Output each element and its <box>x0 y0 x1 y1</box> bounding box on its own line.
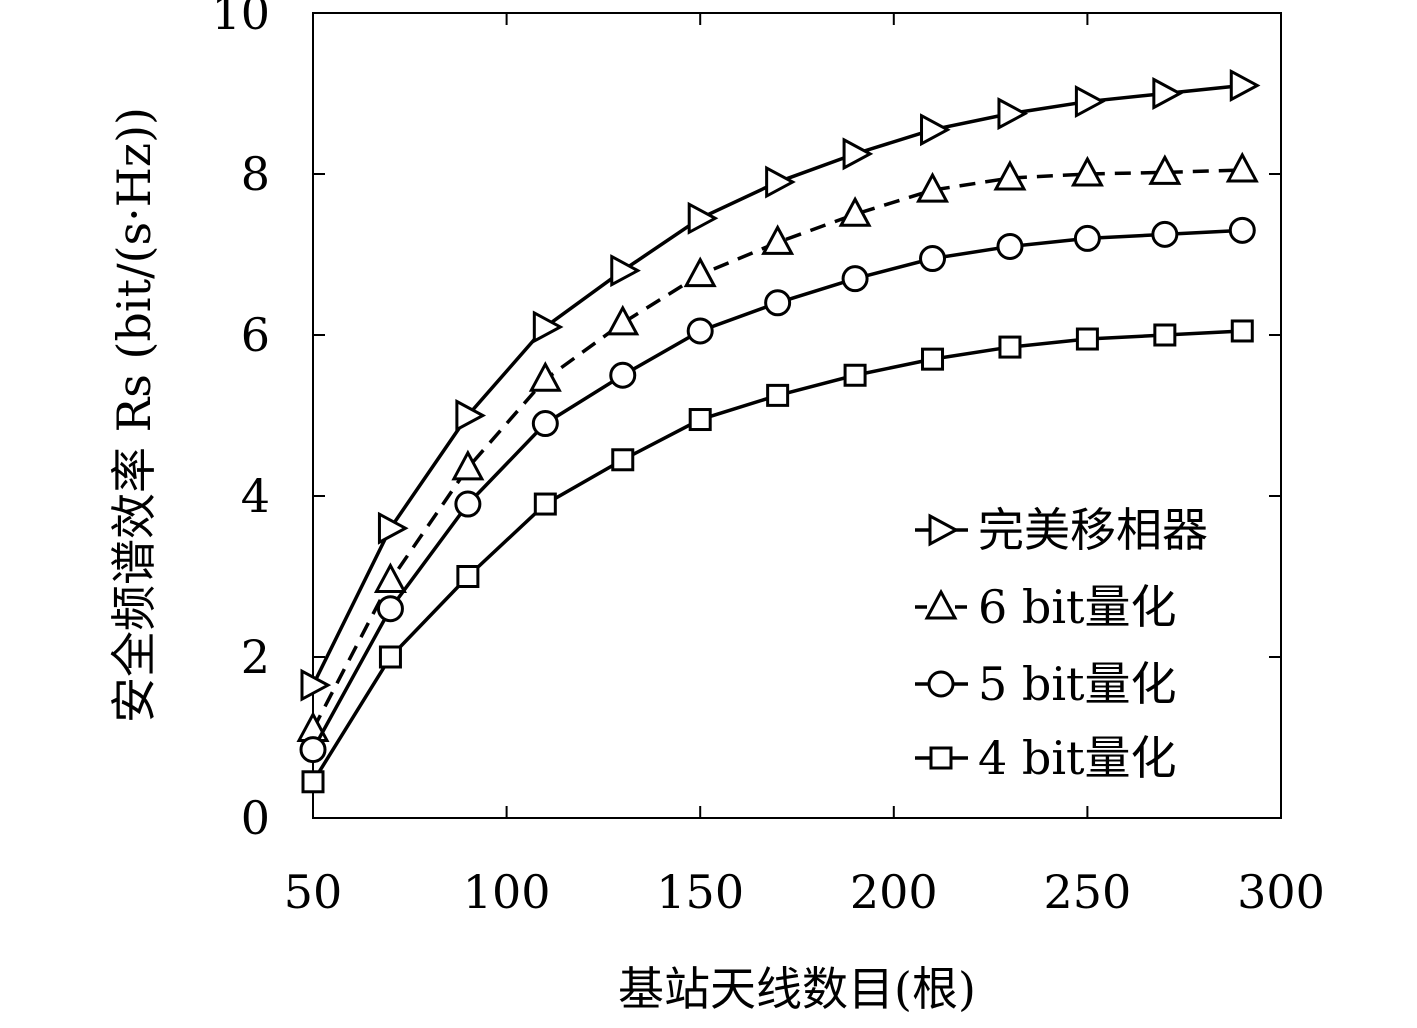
data-point <box>841 265 869 293</box>
y-tick-label: 8 <box>241 147 270 201</box>
legend-label: 4 bit量化 <box>978 731 1177 785</box>
data-point <box>376 595 404 623</box>
legend-label: 5 bit量化 <box>978 657 1177 711</box>
axis-ticks <box>312 12 1282 819</box>
data-point <box>688 408 712 432</box>
x-tick-label: 150 <box>656 865 744 919</box>
data-point <box>455 398 487 433</box>
data-point <box>1151 220 1179 248</box>
data-point <box>683 256 717 288</box>
series-layer <box>296 68 1261 794</box>
legend-entry: 6 bit量化 <box>915 580 1177 634</box>
data-point <box>454 490 482 518</box>
legend-entry: 完美移相器 <box>915 503 1208 557</box>
x-tick-label: 300 <box>1237 865 1325 919</box>
data-point <box>916 171 950 203</box>
data-point <box>531 410 559 438</box>
legend-marker <box>928 513 960 547</box>
data-point <box>687 201 719 235</box>
data-point <box>838 196 872 227</box>
data-point <box>993 159 1027 191</box>
series-2 <box>296 151 1259 742</box>
data-point <box>532 310 564 344</box>
data-point <box>1225 151 1259 183</box>
plot-frame <box>312 12 1282 819</box>
data-point <box>299 736 327 764</box>
data-point <box>528 361 562 392</box>
data-point <box>378 645 402 669</box>
data-point <box>921 347 945 371</box>
data-point <box>686 317 714 345</box>
data-point <box>1073 224 1101 252</box>
legend-entry: 4 bit量化 <box>915 731 1177 785</box>
data-point <box>996 232 1024 260</box>
data-point <box>300 668 332 702</box>
legend-entry: 5 bit量化 <box>915 657 1177 711</box>
legend-marker <box>929 746 953 770</box>
data-point <box>611 448 635 472</box>
data-point <box>1229 68 1261 102</box>
data-point <box>451 449 485 481</box>
x-tick-label: 200 <box>850 865 938 919</box>
axis-tick-labels: 50 100 150 200 250 300 0 2 4 6 8 10 <box>211 0 1324 919</box>
data-point <box>1153 323 1177 347</box>
x-axis-title: 基站天线数目(根) <box>618 962 976 1016</box>
legend-marker <box>927 670 955 698</box>
legend-marker <box>924 588 958 620</box>
data-point <box>609 361 637 389</box>
data-point <box>1152 76 1184 111</box>
data-point <box>1230 319 1254 343</box>
data-point <box>766 383 790 407</box>
y-tick-label: 6 <box>241 308 270 362</box>
data-point <box>1074 85 1106 119</box>
data-point <box>606 304 640 336</box>
y-tick-label: 4 <box>241 469 270 523</box>
data-point <box>920 113 951 147</box>
series-1 <box>300 68 1261 702</box>
data-point <box>843 363 867 387</box>
data-point <box>842 137 874 171</box>
y-tick-label: 0 <box>241 791 270 845</box>
data-point <box>765 165 796 199</box>
data-point <box>919 245 947 273</box>
legend: 完美移相器 6 bit量化 5 bit量化 4 bit量化 <box>915 503 1208 785</box>
y-tick-label: 2 <box>241 630 270 684</box>
data-point <box>301 770 325 794</box>
legend-label: 6 bit量化 <box>978 580 1177 634</box>
data-point <box>761 224 795 255</box>
x-tick-label: 50 <box>284 865 343 919</box>
data-point <box>533 492 557 516</box>
y-axis-title: 安全频谱效率 Rs (bit/(s·Hz)) <box>107 107 161 723</box>
x-tick-label: 250 <box>1043 865 1131 919</box>
data-point <box>1075 327 1099 351</box>
data-point <box>1228 216 1256 244</box>
data-point <box>610 254 641 288</box>
x-tick-label: 100 <box>463 865 551 919</box>
data-point <box>1148 154 1182 185</box>
series-3 <box>299 216 1256 764</box>
data-point <box>456 565 480 588</box>
data-point <box>997 97 1029 131</box>
series-4 <box>301 319 1254 794</box>
data-point <box>377 511 409 545</box>
data-point <box>373 562 407 594</box>
data-point <box>764 289 792 317</box>
legend-label: 完美移相器 <box>978 503 1208 557</box>
data-point <box>998 335 1022 359</box>
data-point <box>1070 155 1104 187</box>
y-tick-label: 10 <box>211 0 270 40</box>
